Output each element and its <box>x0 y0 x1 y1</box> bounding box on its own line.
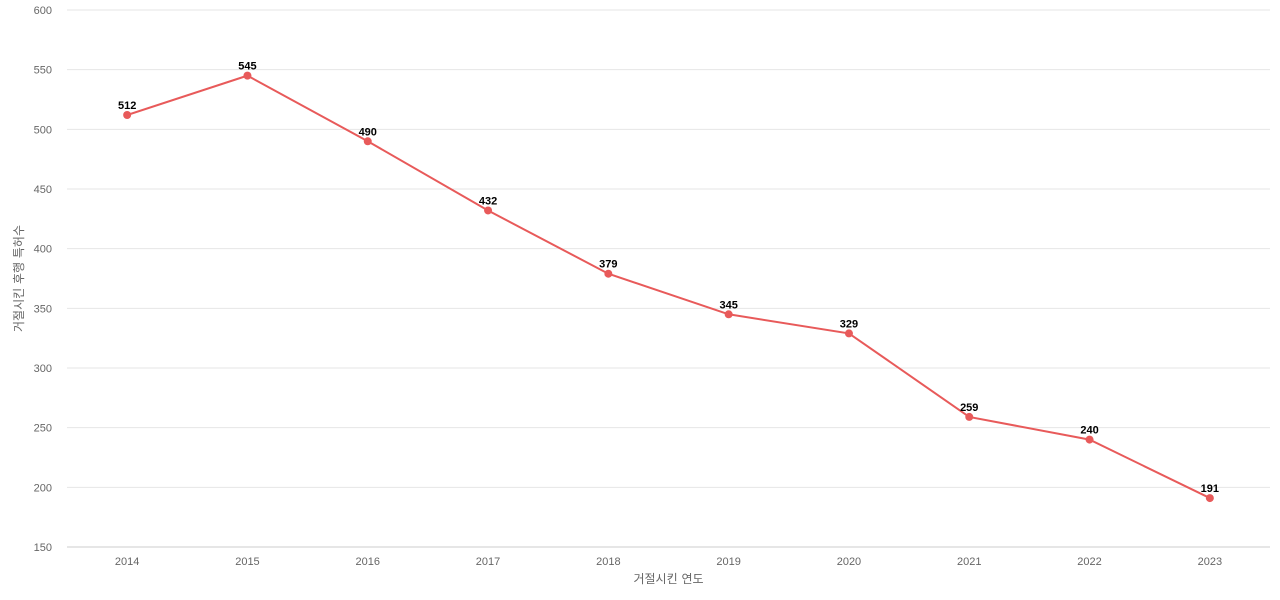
data-point <box>1085 435 1094 444</box>
data-labels: 512 545 490 432 379 345 329 259 240 191 <box>118 61 1219 495</box>
y-tick-label: 200 <box>34 482 52 494</box>
y-tick-label: 150 <box>34 542 52 554</box>
y-tick-label: 400 <box>34 244 52 256</box>
data-label: 345 <box>719 299 737 311</box>
series-line <box>126 74 1211 499</box>
data-label: 379 <box>599 259 617 271</box>
data-point <box>243 71 252 80</box>
data-point <box>363 137 372 146</box>
data-point <box>965 412 974 421</box>
data-point <box>844 329 853 338</box>
x-tick-label: 2017 <box>476 556 500 568</box>
y-axis-title: 거절시킨 후행 특허수 <box>11 225 26 332</box>
x-tick-label: 2018 <box>596 556 620 568</box>
data-label: 329 <box>840 318 858 330</box>
x-axis-title: 거절시킨 연도 <box>633 572 703 586</box>
data-label: 490 <box>359 126 377 138</box>
x-tick-label: 2023 <box>1198 556 1222 568</box>
x-axis-ticks: 2014 2015 2016 2017 2018 2019 2020 2021 2022 2023 <box>115 556 1222 568</box>
data-label: 432 <box>479 195 497 207</box>
data-point <box>123 111 132 120</box>
data-label: 545 <box>238 61 256 73</box>
y-tick-label: 350 <box>34 303 52 315</box>
data-point <box>724 310 733 319</box>
x-tick-label: 2015 <box>235 556 259 568</box>
y-tick-label: 300 <box>34 363 52 375</box>
grid-lines <box>67 9 1270 488</box>
x-tick-label: 2019 <box>716 556 740 568</box>
y-tick-label: 250 <box>34 423 52 435</box>
x-tick-label: 2014 <box>115 556 139 568</box>
data-label: 259 <box>960 402 978 414</box>
y-tick-label: 600 <box>34 5 52 17</box>
x-tick-label: 2020 <box>837 556 861 568</box>
x-tick-label: 2016 <box>356 556 380 568</box>
y-tick-label: 550 <box>34 65 52 77</box>
y-axis-ticks: 150 200 250 300 350 400 450 500 550 600 <box>34 5 52 554</box>
y-tick-label: 450 <box>34 184 52 196</box>
x-tick-label: 2021 <box>957 556 981 568</box>
data-point <box>484 206 493 215</box>
data-label: 191 <box>1201 483 1219 495</box>
data-point <box>604 269 613 278</box>
x-tick-label: 2022 <box>1077 556 1101 568</box>
data-label: 512 <box>118 100 136 112</box>
data-point <box>1205 494 1214 503</box>
data-label: 240 <box>1080 425 1098 437</box>
y-tick-label: 500 <box>34 124 52 136</box>
series-layer <box>123 71 1214 503</box>
